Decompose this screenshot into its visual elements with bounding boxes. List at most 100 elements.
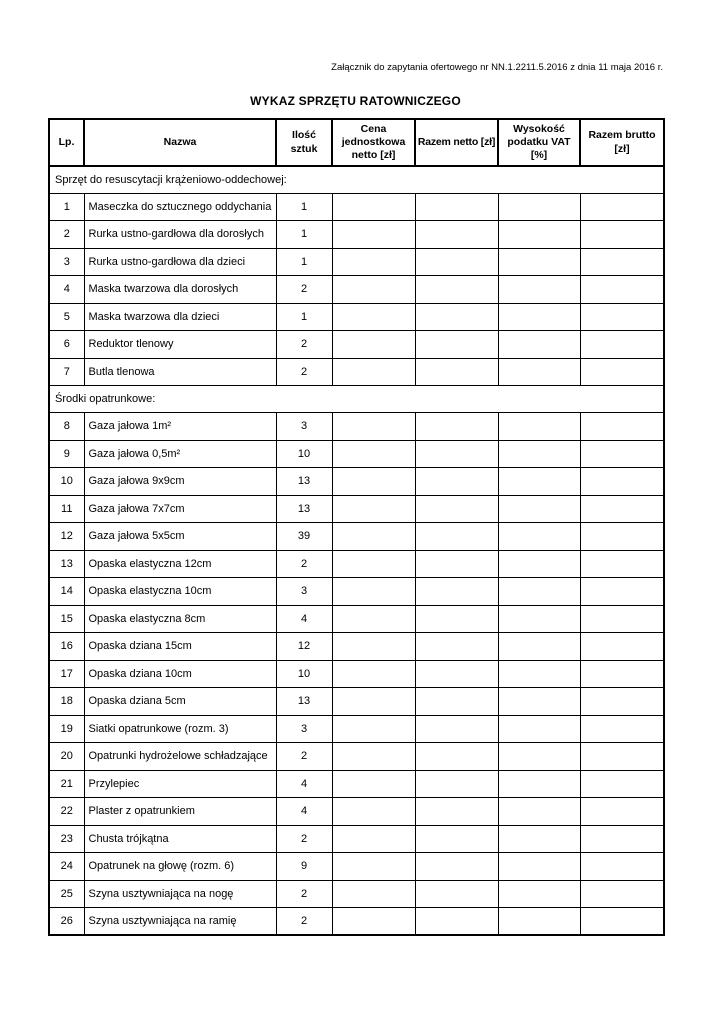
table-row: 14 Opaska elastyczna 10cm 3: [48, 577, 665, 606]
cell-lp: 14: [48, 577, 85, 606]
cell-lp: 23: [48, 824, 85, 853]
cell-lp: 10: [48, 467, 85, 496]
cell-cena-jednostkowa-netto: [331, 494, 416, 523]
cell-razem-netto: [414, 549, 499, 578]
cell-razem-netto: [414, 824, 499, 853]
cell-lp: 3: [48, 247, 85, 276]
cell-razem-brutto: [579, 357, 665, 386]
cell-cena-jednostkowa-netto: [331, 879, 416, 908]
cell-nazwa: Opaska dziana 15cm: [83, 632, 277, 661]
cell-cena-jednostkowa-netto: [331, 412, 416, 441]
section-row: Środki opatrunkowe:: [48, 385, 665, 413]
table-header-row: Lp. Nazwa Ilość sztuk Cena jednostkowa nett…: [48, 118, 665, 167]
cell-lp: 5: [48, 302, 85, 331]
table-row: 11 Gaza jałowa 7x7cm 13: [48, 494, 665, 523]
cell-razem-netto: [414, 769, 499, 798]
cell-razem-netto: [414, 852, 499, 881]
cell-cena-jednostkowa-netto: [331, 824, 416, 853]
cell-nazwa: Opaska elastyczna 12cm: [83, 549, 277, 578]
cell-razem-netto: [414, 632, 499, 661]
cell-ilosc-sztuk: 10: [275, 659, 333, 688]
cell-cena-jednostkowa-netto: [331, 797, 416, 826]
cell-ilosc-sztuk: 2: [275, 742, 333, 771]
cell-nazwa: Plaster z opatrunkiem: [83, 797, 277, 826]
cell-ilosc-sztuk: 2: [275, 824, 333, 853]
cell-nazwa: Rurka ustno-gardłowa dla dorosłych: [83, 220, 277, 249]
cell-razem-netto: [414, 742, 499, 771]
cell-cena-jednostkowa-netto: [331, 439, 416, 468]
cell-lp: 26: [48, 907, 85, 936]
cell-cena-jednostkowa-netto: [331, 577, 416, 606]
cell-ilosc-sztuk: 13: [275, 494, 333, 523]
cell-razem-netto: [414, 494, 499, 523]
attachment-note: Załącznik do zapytania ofertowego nr NN.…: [331, 62, 663, 73]
cell-wysokosc-podatku-vat: [497, 687, 581, 716]
cell-razem-brutto: [579, 577, 665, 606]
cell-wysokosc-podatku-vat: [497, 797, 581, 826]
section-label: Sprzęt do resuscytacji krążeniowo-oddech…: [48, 165, 665, 194]
table-row: 26 Szyna usztywniająca na ramię 2: [48, 907, 665, 936]
cell-nazwa: Gaza jałowa 0,5m²: [83, 439, 277, 468]
cell-razem-brutto: [579, 907, 665, 936]
cell-wysokosc-podatku-vat: [497, 742, 581, 771]
cell-wysokosc-podatku-vat: [497, 467, 581, 496]
cell-cena-jednostkowa-netto: [331, 769, 416, 798]
cell-lp: 11: [48, 494, 85, 523]
column-header-lp: Lp.: [48, 118, 85, 167]
cell-cena-jednostkowa-netto: [331, 192, 416, 221]
cell-wysokosc-podatku-vat: [497, 714, 581, 743]
cell-nazwa: Opaska elastyczna 8cm: [83, 604, 277, 633]
column-header-nazwa: Nazwa: [83, 118, 277, 167]
cell-razem-netto: [414, 275, 499, 304]
cell-ilosc-sztuk: 12: [275, 632, 333, 661]
cell-ilosc-sztuk: 2: [275, 275, 333, 304]
cell-lp: 1: [48, 192, 85, 221]
table-row: 5 Maska twarzowa dla dzieci 1: [48, 302, 665, 331]
cell-nazwa: Reduktor tlenowy: [83, 330, 277, 359]
cell-razem-brutto: [579, 412, 665, 441]
column-header-cena-jednostkowa-netto: Cena jednostkowa netto [zł]: [331, 118, 416, 167]
cell-ilosc-sztuk: 1: [275, 302, 333, 331]
cell-wysokosc-podatku-vat: [497, 357, 581, 386]
cell-lp: 19: [48, 714, 85, 743]
cell-razem-netto: [414, 247, 499, 276]
table-row: 23 Chusta trójkątna 2: [48, 824, 665, 853]
cell-lp: 12: [48, 522, 85, 551]
cell-wysokosc-podatku-vat: [497, 604, 581, 633]
cell-lp: 16: [48, 632, 85, 661]
cell-ilosc-sztuk: 39: [275, 522, 333, 551]
cell-razem-brutto: [579, 769, 665, 798]
cell-cena-jednostkowa-netto: [331, 549, 416, 578]
cell-lp: 6: [48, 330, 85, 359]
cell-lp: 13: [48, 549, 85, 578]
cell-razem-netto: [414, 907, 499, 936]
cell-cena-jednostkowa-netto: [331, 659, 416, 688]
table-row: 13 Opaska elastyczna 12cm 2: [48, 549, 665, 578]
cell-nazwa: Butla tlenowa: [83, 357, 277, 386]
cell-razem-brutto: [579, 852, 665, 881]
cell-ilosc-sztuk: 4: [275, 797, 333, 826]
cell-razem-netto: [414, 439, 499, 468]
cell-nazwa: Gaza jałowa 9x9cm: [83, 467, 277, 496]
cell-nazwa: Przylepiec: [83, 769, 277, 798]
cell-nazwa: Gaza jałowa 7x7cm: [83, 494, 277, 523]
cell-lp: 8: [48, 412, 85, 441]
cell-razem-netto: [414, 604, 499, 633]
table-row: 12 Gaza jałowa 5x5cm 39: [48, 522, 665, 551]
cell-lp: 22: [48, 797, 85, 826]
cell-ilosc-sztuk: 13: [275, 687, 333, 716]
cell-razem-brutto: [579, 824, 665, 853]
section-row: Sprzęt do resuscytacji krążeniowo-oddech…: [48, 165, 665, 194]
cell-lp: 4: [48, 275, 85, 304]
table-row: 20 Opatrunki hydrożelowe schładzające 2: [48, 742, 665, 771]
cell-wysokosc-podatku-vat: [497, 852, 581, 881]
cell-razem-netto: [414, 797, 499, 826]
cell-wysokosc-podatku-vat: [497, 302, 581, 331]
cell-cena-jednostkowa-netto: [331, 714, 416, 743]
cell-lp: 2: [48, 220, 85, 249]
cell-razem-brutto: [579, 275, 665, 304]
table-row: 1 Maseczka do sztucznego oddychania 1: [48, 192, 665, 221]
cell-razem-netto: [414, 659, 499, 688]
cell-ilosc-sztuk: 2: [275, 879, 333, 908]
